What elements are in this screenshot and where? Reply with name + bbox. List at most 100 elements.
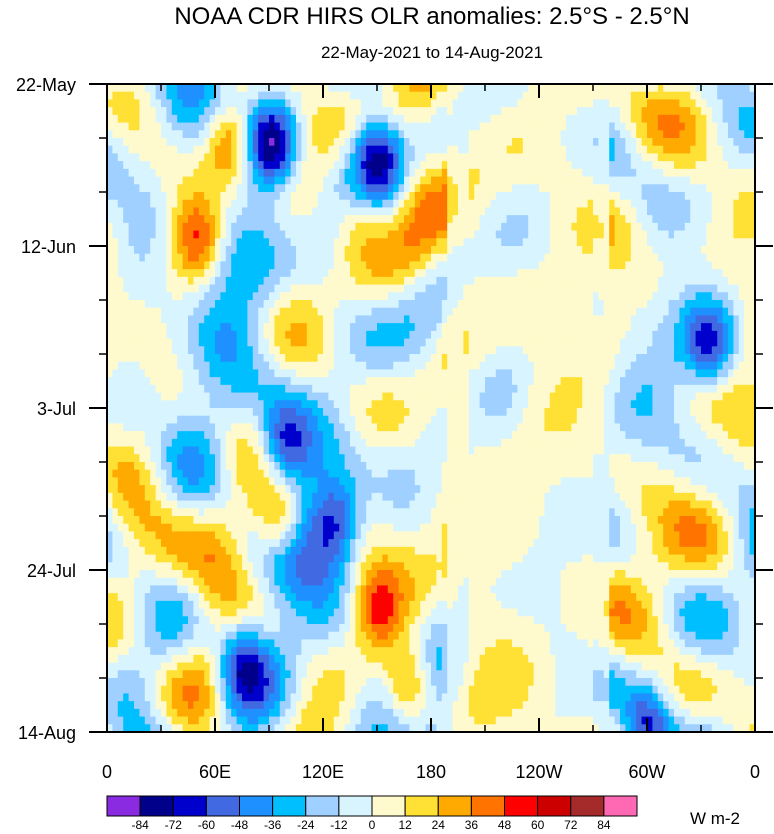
heat-cell xyxy=(490,230,497,239)
heat-cell xyxy=(279,377,286,386)
heat-cell xyxy=(522,114,529,124)
heat-cell xyxy=(436,114,443,124)
heat-cell xyxy=(144,199,151,209)
heat-cell xyxy=(193,99,200,108)
heat-cell xyxy=(582,168,589,178)
heat-cell xyxy=(285,292,292,301)
heat-cell xyxy=(382,246,389,255)
heat-cell xyxy=(711,114,718,124)
heat-cell xyxy=(252,338,259,347)
heat-cell xyxy=(674,199,680,209)
heat-cell xyxy=(209,107,216,116)
heat-cell xyxy=(290,138,297,147)
heat-cell xyxy=(290,292,297,301)
heat-cell xyxy=(215,338,221,347)
heat-cell xyxy=(166,246,173,255)
heat-cell xyxy=(641,300,648,309)
heat-cell xyxy=(441,269,448,278)
heat-cell xyxy=(236,122,243,131)
heat-cell xyxy=(312,276,319,286)
heat-cell xyxy=(225,207,232,216)
heat-cell xyxy=(560,253,567,263)
heat-cell xyxy=(566,246,572,255)
heat-cell xyxy=(614,122,621,131)
heat-cell xyxy=(225,91,232,101)
heat-cell xyxy=(458,253,464,263)
heat-cell xyxy=(479,253,486,263)
heat-cell xyxy=(517,354,524,363)
heat-cell xyxy=(555,238,562,247)
heat-cell xyxy=(560,184,567,193)
heat-cell xyxy=(711,153,718,162)
heat-cell xyxy=(728,392,734,401)
heat-cell xyxy=(738,284,745,293)
heat-cell xyxy=(393,338,400,347)
heat-cell xyxy=(258,392,265,401)
heat-cell xyxy=(609,91,616,101)
heat-cell xyxy=(144,176,151,185)
heat-cell xyxy=(582,346,589,355)
heat-cell xyxy=(393,138,400,147)
heat-cell xyxy=(587,91,594,101)
heat-cell xyxy=(744,114,751,124)
heat-cell xyxy=(252,269,259,278)
heat-cell xyxy=(258,269,265,278)
heat-cell xyxy=(161,338,167,347)
heat-cell xyxy=(436,207,443,216)
heat-cell xyxy=(722,168,729,178)
heat-cell xyxy=(220,292,227,301)
heat-cell xyxy=(144,84,151,93)
heat-cell xyxy=(177,138,184,147)
heat-cell xyxy=(436,168,443,178)
heat-cell xyxy=(522,300,529,309)
heat-cell xyxy=(728,276,734,286)
heat-cell xyxy=(344,230,351,239)
heat-cell xyxy=(398,107,405,116)
heat-cell xyxy=(674,253,680,263)
heat-cell xyxy=(668,269,675,278)
heat-cell xyxy=(641,199,648,209)
heat-cell xyxy=(517,184,524,193)
heat-cell xyxy=(215,354,221,363)
heat-cell xyxy=(279,138,286,147)
heat-cell xyxy=(198,138,205,147)
heat-cell xyxy=(344,354,351,363)
heat-cell xyxy=(706,261,713,270)
heat-cell xyxy=(112,114,119,124)
heat-cell xyxy=(566,392,572,401)
heat-cell xyxy=(533,99,540,108)
heat-cell xyxy=(539,91,545,101)
heat-cell xyxy=(220,354,227,363)
heat-cell xyxy=(112,107,119,116)
heat-cell xyxy=(134,238,140,247)
heat-cell xyxy=(188,323,194,332)
heat-cell xyxy=(598,176,605,185)
heat-cell xyxy=(134,300,140,309)
heat-cell xyxy=(582,292,589,301)
heat-cell xyxy=(323,300,329,309)
heat-cell xyxy=(236,269,243,278)
heat-cell xyxy=(279,307,286,317)
heat-cell xyxy=(447,99,454,108)
heat-cell xyxy=(706,130,713,139)
heat-cell xyxy=(306,107,313,116)
heat-cell xyxy=(247,300,254,309)
heat-cell xyxy=(393,276,400,286)
heat-cell xyxy=(668,138,675,147)
heat-cell xyxy=(593,192,599,201)
heat-cell xyxy=(522,253,529,263)
heat-cell xyxy=(517,300,524,309)
heat-cell xyxy=(328,153,335,162)
heat-cell xyxy=(209,246,216,255)
heat-cell xyxy=(609,369,616,378)
heat-cell xyxy=(366,107,373,116)
heat-cell xyxy=(690,114,697,124)
heat-cell xyxy=(630,199,637,209)
heat-cell xyxy=(522,361,529,371)
heat-cell xyxy=(263,269,270,278)
heat-cell xyxy=(139,238,146,247)
heat-cell xyxy=(333,284,340,293)
heat-cell xyxy=(252,107,259,116)
heat-cell xyxy=(150,153,157,162)
heat-cell xyxy=(123,215,130,224)
